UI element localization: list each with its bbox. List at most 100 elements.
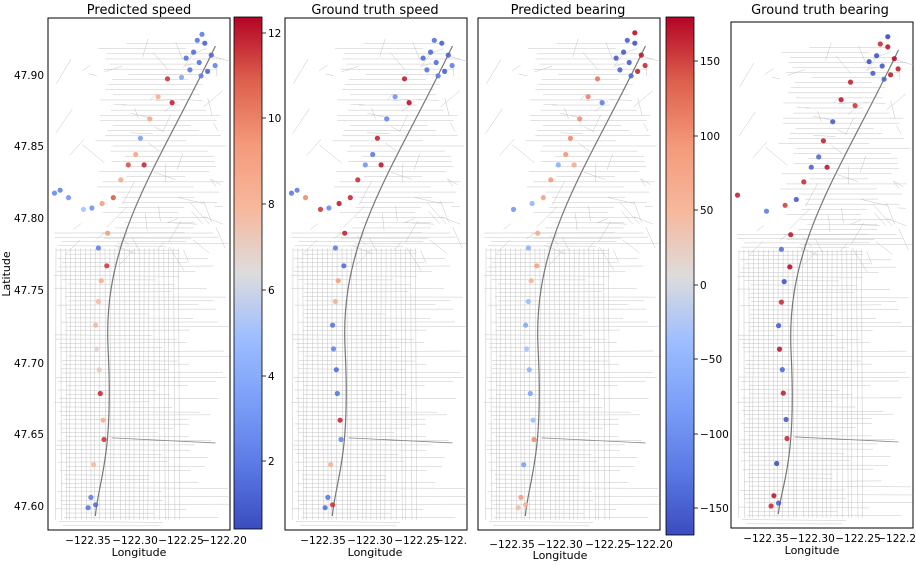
street-line (588, 248, 590, 520)
street-line (610, 99, 633, 101)
street-line (203, 90, 223, 107)
street-line (826, 249, 828, 518)
colorbar-tick-label: 12 (268, 28, 281, 40)
street-line (592, 114, 601, 133)
street-line (302, 457, 445, 459)
street-line (298, 350, 461, 353)
scatter-point (782, 202, 788, 208)
street-line (892, 180, 900, 189)
scatter-point (428, 49, 434, 55)
street-line (643, 122, 649, 132)
street-line (830, 249, 833, 518)
street-line (496, 394, 600, 395)
x-tick-label: −122.25 (585, 539, 631, 551)
street-line (180, 99, 203, 101)
scatter-point (333, 367, 339, 373)
scatter-point (531, 436, 537, 443)
scatter-point (118, 177, 124, 183)
street-line (560, 132, 583, 135)
street-line (361, 248, 363, 520)
street-line (426, 202, 447, 225)
street-line (73, 223, 82, 230)
street-line (748, 240, 764, 257)
scatter-point (445, 52, 451, 58)
street-line (495, 248, 498, 520)
street-line (444, 98, 450, 116)
street-line (80, 248, 82, 520)
scatter-point (104, 263, 110, 269)
scatter-point (783, 416, 789, 423)
street-line (65, 329, 190, 331)
scatter-point (137, 135, 143, 141)
street-line (578, 142, 590, 152)
street-line (813, 135, 836, 137)
street-line (841, 207, 844, 224)
street-line (886, 218, 907, 227)
street-line (118, 249, 134, 267)
street-line (835, 55, 852, 74)
scatter-point (523, 502, 529, 508)
street-line (55, 508, 187, 510)
scatter-point (91, 462, 97, 468)
street-line (747, 477, 833, 479)
street-line (168, 220, 181, 243)
scatter-point (638, 52, 644, 58)
street-line (303, 394, 407, 395)
street-line (489, 521, 594, 523)
street-line (490, 482, 629, 484)
colorbar-tick-label: 6 (268, 285, 275, 297)
street-line (421, 63, 431, 67)
scatter-point (101, 436, 107, 443)
street-line (642, 56, 660, 62)
street-line (57, 303, 199, 306)
street-line (341, 248, 343, 520)
scatter-point (820, 138, 827, 144)
scatter-point (178, 74, 185, 80)
street-line (58, 265, 214, 268)
street-line (158, 248, 160, 520)
street-line (491, 372, 653, 374)
scatter-point (100, 417, 106, 423)
street-line (787, 249, 789, 518)
street-line (605, 42, 613, 60)
street-line (805, 182, 819, 207)
scatter-point (362, 162, 368, 168)
scatter-point (212, 62, 218, 69)
street-line (536, 206, 558, 228)
scatter-point (98, 278, 104, 284)
street-line (523, 248, 526, 520)
scatter-point (198, 73, 204, 79)
street-line (564, 107, 569, 119)
scatter-point (99, 200, 105, 207)
street-line (302, 487, 465, 489)
scatter-point (191, 49, 197, 55)
axes-frame (284, 17, 468, 531)
street-line (450, 122, 456, 132)
street-line (872, 204, 893, 227)
scatter-point (194, 37, 200, 43)
scatter-point (51, 190, 58, 196)
scatter-point (370, 151, 376, 158)
street-line (598, 220, 611, 243)
colorbar-tick-label: −50 (700, 354, 722, 366)
colorbar-tick-label: −150 (700, 503, 729, 515)
street-line (391, 172, 413, 180)
scatter-point (521, 462, 527, 468)
street-line (633, 216, 654, 225)
street-line (294, 389, 394, 391)
street-line (776, 249, 779, 518)
street-line (420, 53, 431, 68)
street-line (588, 205, 591, 222)
scatter-point (93, 346, 100, 352)
street-line (404, 218, 415, 223)
scatter-point (420, 55, 426, 61)
street-line (355, 249, 371, 267)
street-line (742, 519, 847, 521)
colorbar-gradient (665, 16, 695, 536)
street-line (773, 249, 775, 518)
y-tick-label: 47.85 (14, 141, 44, 153)
street-line (549, 248, 551, 520)
street-line (825, 42, 832, 61)
street-line (817, 110, 822, 122)
scatter-point (80, 206, 87, 212)
